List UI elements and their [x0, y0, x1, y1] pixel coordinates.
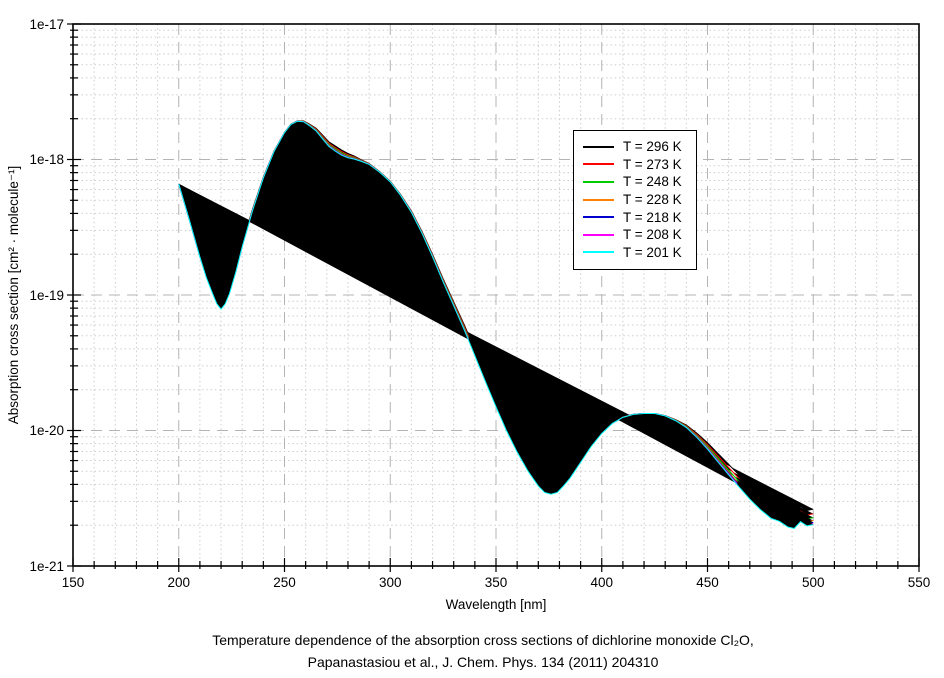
- x-tick-label: 450: [696, 575, 719, 590]
- legend-entry-273k: T = 273 K: [574, 156, 696, 174]
- legend-label-228k: T = 228 K: [623, 192, 682, 208]
- legend-entry-208k: T = 208 K: [574, 226, 696, 244]
- axis-ticks: [67, 23, 920, 572]
- legend-label-296k: T = 296 K: [623, 139, 682, 155]
- x-tick-label: 550: [907, 575, 931, 590]
- major-gridlines: [73, 24, 919, 566]
- legend-line-228k-icon: [583, 198, 614, 201]
- legend-entry-218k: T = 218 K: [574, 208, 696, 226]
- legend-label-273k: T = 273 K: [623, 156, 682, 172]
- legend-entry-296k: T = 296 K: [574, 138, 696, 156]
- legend-line-296k-icon: [583, 145, 614, 148]
- legend-entry-248k: T = 248 K: [574, 173, 696, 191]
- legend-label-208k: T = 208 K: [623, 227, 682, 243]
- x-tick-label: 200: [167, 575, 191, 590]
- legend-line-201k-icon: [583, 251, 614, 254]
- figure-caption: Temperature dependence of the absorption…: [11, 629, 944, 673]
- legend-line-273k-icon: [583, 163, 614, 166]
- x-tick-label: 400: [590, 575, 614, 590]
- x-axis-title: Wavelength [nm]: [445, 597, 547, 612]
- caption-line-2: Papanastasiou et al., J. Chem. Phys. 134…: [307, 654, 659, 670]
- x-tick-label: 500: [801, 575, 825, 590]
- legend-label-218k: T = 218 K: [623, 209, 682, 225]
- y-axis-title: Absorption cross section [cm² · molecule…: [6, 165, 21, 425]
- x-tick-label: 250: [273, 575, 296, 590]
- legend-box: T = 296 K T = 273 K T = 248 K T = 228 K …: [573, 130, 697, 270]
- x-tick-label: 350: [484, 575, 508, 590]
- caption-line-1: Temperature dependence of the absorption…: [212, 632, 754, 648]
- y-tick-label: 1e-17: [29, 16, 64, 32]
- legend-label-248k: T = 248 K: [623, 174, 682, 190]
- legend-line-208k-icon: [583, 233, 614, 236]
- series-line-201k: [178, 120, 814, 530]
- plot-frame: [72, 23, 920, 567]
- y-tick-label: 1e-20: [29, 423, 64, 438]
- x-tick-label: 150: [61, 575, 85, 590]
- legend-entry-228k: T = 228 K: [574, 191, 696, 209]
- legend-label-201k: T = 201 K: [623, 244, 682, 260]
- legend-entry-201k: T = 201 K: [574, 244, 696, 262]
- legend-line-218k-icon: [583, 216, 614, 219]
- x-tick-label: 300: [378, 575, 402, 590]
- y-tick-label: 1e-18: [29, 152, 64, 167]
- y-tick-label: 1e-19: [29, 287, 64, 303]
- legend-line-248k-icon: [583, 180, 614, 183]
- y-tick-label: 1e-21: [29, 558, 64, 574]
